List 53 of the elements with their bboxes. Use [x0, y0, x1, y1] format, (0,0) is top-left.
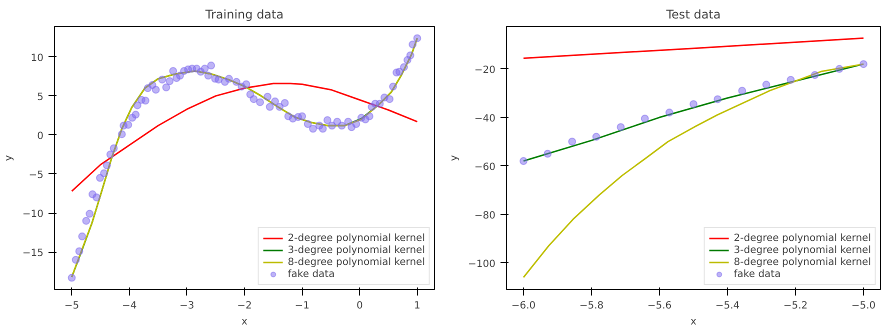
point: [786, 76, 795, 84]
y-tick-label: 10: [30, 52, 44, 64]
point: [738, 86, 746, 95]
point: [714, 95, 722, 104]
x-tick-label: 1: [414, 300, 420, 312]
point: [616, 123, 625, 132]
point: [690, 100, 698, 108]
point: [835, 64, 844, 73]
x-tick-label: −1: [294, 300, 310, 312]
chart-title: Test data: [665, 8, 721, 22]
y-tick-label: 0: [37, 130, 44, 142]
legend-label: 8-degree polynomial kernel: [734, 256, 871, 268]
x-tick-label: −3: [180, 300, 194, 312]
legend-label: fake data: [288, 268, 335, 280]
x-tick-label: −5.2: [783, 300, 808, 312]
x-tick-label: −5.4: [715, 300, 740, 312]
point: [762, 80, 770, 89]
legend-label: 3-degree polynomial kernel: [288, 244, 425, 256]
legend-label: 2-degree polynomial kernel: [734, 232, 871, 244]
x-tick-label: −5.0: [851, 300, 876, 312]
y-tick-label: −20: [474, 64, 496, 76]
x-tick-label: −5.8: [579, 300, 604, 312]
x-tick-label: −5.6: [647, 300, 672, 312]
y-tick-label: 5: [37, 92, 44, 103]
point: [665, 108, 674, 117]
point: [592, 132, 600, 141]
point: [544, 150, 552, 158]
point: [568, 138, 576, 146]
x-axis-title: x: [242, 316, 248, 328]
legend-label: 8-degree polynomial kernel: [288, 256, 425, 268]
point: [640, 114, 649, 123]
y-tick-label: −100: [468, 258, 496, 270]
y-tick-label: −5: [28, 170, 44, 181]
x-tick-label: 0: [356, 300, 363, 312]
legend-label: fake data: [734, 268, 781, 280]
y-tick-label: −10: [22, 209, 44, 220]
y-tick-label: −60: [474, 162, 496, 173]
legend-label: 3-degree polynomial kernel: [734, 244, 871, 256]
x-tick-label: −6.0: [511, 300, 536, 312]
x-tick-label: −4: [122, 300, 137, 312]
x-tick-label: −2: [237, 300, 252, 312]
point: [520, 157, 528, 166]
point: [860, 60, 868, 68]
y-tick-label: −80: [474, 210, 496, 222]
x-tick-label: −5: [64, 300, 80, 312]
chart-title: Training data: [204, 8, 284, 22]
y-tick-label: −40: [474, 113, 496, 124]
legend-label: 2-degree polynomial kernel: [288, 232, 425, 244]
y-axis-title: y: [3, 154, 14, 161]
x-axis-title: x: [690, 316, 697, 328]
point: [810, 70, 819, 79]
y-axis-title: y: [449, 154, 460, 161]
y-tick-label: −15: [22, 248, 44, 260]
